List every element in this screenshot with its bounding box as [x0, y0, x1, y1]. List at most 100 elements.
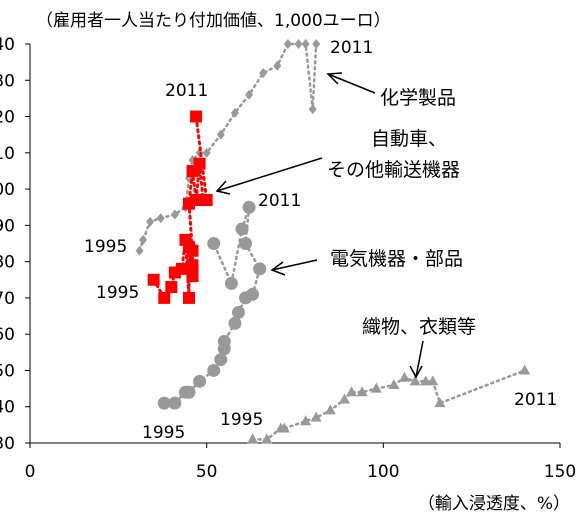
data-point	[388, 378, 400, 389]
y-tick-label: 70	[0, 289, 15, 309]
arrow-textiles-line	[415, 340, 424, 378]
y-tick-label: 50	[0, 361, 15, 381]
data-point	[242, 200, 256, 214]
data-point	[399, 371, 411, 382]
series-1	[147, 110, 213, 304]
data-point	[158, 291, 171, 304]
data-point	[156, 213, 165, 224]
y-tick-label: 110	[0, 144, 15, 164]
data-point	[216, 129, 225, 140]
data-point	[190, 110, 203, 123]
y-tick-label: 40	[0, 398, 15, 418]
data-point	[193, 157, 206, 170]
label-1995-vehicles: 1995	[96, 283, 139, 303]
data-point	[217, 334, 231, 348]
y-tick-label: 60	[0, 325, 15, 345]
y-tick-label: 130	[0, 71, 15, 91]
data-point	[247, 433, 259, 444]
label-2011-textiles: 2011	[514, 390, 557, 410]
data-point	[239, 237, 253, 250]
data-point	[278, 422, 290, 433]
data-point	[200, 193, 213, 206]
label-vehicles-1: 自動車、	[371, 128, 447, 150]
data-point	[409, 375, 421, 386]
label-2011-vehicles: 2011	[165, 81, 208, 101]
data-point	[175, 262, 188, 275]
data-point	[235, 222, 249, 236]
label-2011-chemicals: 2011	[330, 38, 373, 58]
series-2	[157, 200, 267, 410]
data-point	[308, 104, 317, 115]
label-electrical: 電気機器・部品	[330, 248, 463, 270]
label-1995-electrical: 1995	[142, 423, 185, 443]
y-unit-label: （雇用者一人当たり付加価値、1,000ユーロ）	[36, 11, 391, 31]
series-3	[247, 364, 531, 444]
data-point	[165, 281, 178, 294]
data-point	[245, 89, 254, 100]
y-tick-label: 120	[0, 108, 15, 128]
data-point	[434, 397, 446, 408]
data-point	[202, 147, 211, 158]
y-tick-label: 80	[0, 253, 15, 273]
annotations: 2011 化学製品 2011 自動車、 その他輸送機器 2011 電気機器・部品…	[84, 38, 557, 443]
y-tick-label: 140	[0, 35, 15, 55]
y-tick-label: 30	[0, 434, 15, 454]
label-chemicals: 化学製品	[380, 87, 456, 109]
data-point	[370, 382, 382, 393]
data-point	[300, 415, 312, 426]
arrow-chemicals-line	[327, 73, 376, 94]
data-point	[273, 60, 282, 71]
label-2011-electrical: 2011	[258, 191, 301, 211]
data-point	[207, 363, 221, 377]
label-vehicles-2: その他輸送機器	[327, 159, 460, 181]
data-point	[139, 234, 148, 245]
data-point	[427, 375, 439, 386]
x-ticks: 0 50 100 150	[25, 443, 576, 482]
data-point	[324, 404, 336, 415]
label-textiles: 織物、衣類等	[362, 316, 476, 338]
series-0	[135, 39, 321, 256]
y-ticks: 30 40 50 60 70 80 90 100 110 120 130 140	[0, 35, 30, 454]
data-point	[214, 353, 228, 367]
data-point	[207, 237, 221, 250]
data-point	[310, 411, 322, 422]
arrow-textiles-head	[409, 365, 423, 379]
data-point	[170, 209, 179, 220]
data-point	[420, 375, 432, 386]
series-line	[138, 42, 318, 253]
data-point	[346, 386, 358, 397]
x-tick-label: 0	[25, 462, 36, 482]
data-point	[231, 305, 245, 319]
arrow-electrical-line	[271, 259, 318, 271]
data-point	[519, 364, 531, 375]
data-point	[261, 433, 273, 444]
data-point	[135, 245, 144, 256]
x-tick-label: 150	[544, 462, 576, 482]
series-line	[251, 369, 526, 441]
arrow-vehicles-line	[216, 157, 323, 192]
data-point	[356, 386, 368, 397]
data-point	[183, 291, 195, 304]
data-point	[259, 68, 268, 79]
x-unit-label: （輸入浸透度、%）	[418, 494, 570, 514]
data-point	[338, 393, 350, 404]
data-point	[294, 39, 303, 49]
y-tick-label: 90	[0, 216, 15, 236]
arrow-vehicles-head	[215, 180, 231, 195]
data-point	[312, 39, 321, 49]
x-tick-label: 100	[367, 462, 399, 482]
data-point	[224, 276, 238, 290]
data-point	[146, 216, 155, 227]
data-point	[301, 39, 310, 49]
data-point	[182, 385, 196, 399]
series-layer	[135, 39, 531, 444]
arrow-electrical-head	[270, 261, 286, 276]
data-point	[186, 244, 199, 257]
y-tick-label: 100	[0, 180, 15, 200]
x-tick-label: 50	[196, 462, 218, 482]
arrow-chemicals-head	[326, 72, 343, 85]
data-point	[253, 262, 267, 276]
data-point	[186, 270, 199, 283]
data-point	[230, 107, 239, 118]
